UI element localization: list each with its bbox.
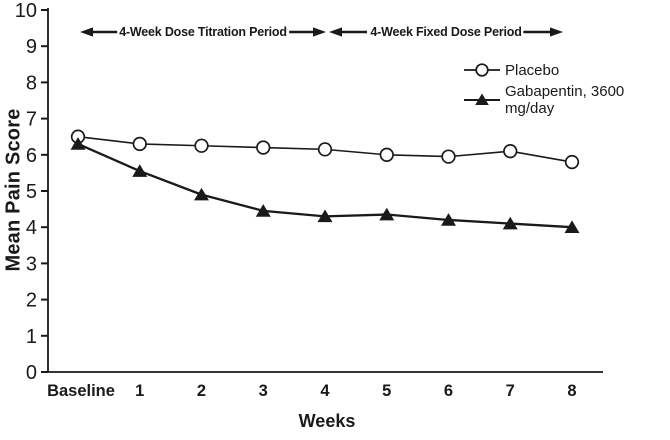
legend-label-gabapentin: Gabapentin, 3600 mg/day bbox=[505, 83, 625, 117]
gabapentin-data-point bbox=[194, 187, 209, 201]
arrowhead-left-icon bbox=[80, 27, 93, 37]
annotation-fixed-dose-label: 4-Week Fixed Dose Period bbox=[368, 25, 524, 39]
y-tick-label: 0 bbox=[26, 362, 37, 384]
y-tick-label: 4 bbox=[26, 217, 37, 239]
arrowhead-right-icon bbox=[550, 27, 563, 37]
x-axis-title: Weeks bbox=[298, 411, 356, 431]
placebo-data-point bbox=[441, 149, 456, 164]
x-category-label: 6 bbox=[444, 382, 453, 400]
y-tick-label: 7 bbox=[26, 109, 37, 131]
gabapentin-data-point bbox=[70, 137, 86, 150]
legend-item-placebo: Placebo bbox=[464, 55, 670, 85]
gabapentin-data-point bbox=[564, 220, 580, 233]
y-tick-label: 5 bbox=[26, 181, 37, 203]
placebo-data-point bbox=[503, 144, 518, 159]
y-tick-label: 3 bbox=[26, 253, 37, 275]
x-category-label: 1 bbox=[135, 382, 144, 400]
placebo-data-point bbox=[256, 140, 271, 155]
open-circle-marker-icon bbox=[464, 63, 500, 77]
placebo-data-point bbox=[564, 154, 580, 170]
x-category-label: 5 bbox=[382, 382, 391, 400]
gabapentin-data-point bbox=[379, 207, 395, 221]
placebo-data-point bbox=[379, 147, 394, 162]
y-tick-label: 1 bbox=[26, 326, 37, 348]
gabapentin-data-point bbox=[317, 209, 333, 223]
x-category-label: 2 bbox=[197, 382, 206, 400]
y-tick-label: 10 bbox=[15, 0, 37, 22]
gabapentin-data-point bbox=[441, 213, 456, 226]
gabapentin-data-point bbox=[132, 164, 148, 177]
x-category-label: 4 bbox=[320, 382, 330, 400]
filled-triangle-marker-icon bbox=[464, 93, 500, 105]
y-axis-title: Mean Pain Score bbox=[2, 108, 25, 272]
x-category-label: 3 bbox=[259, 382, 268, 400]
placebo-data-point bbox=[194, 138, 209, 153]
x-category-label: Baseline bbox=[47, 382, 115, 400]
legend-label-placebo: Placebo bbox=[505, 61, 560, 79]
legend: Placebo Gabapentin, 3600 mg/day bbox=[464, 55, 670, 117]
x-category-label: 8 bbox=[567, 382, 576, 400]
placebo-data-point bbox=[317, 142, 333, 157]
gabapentin-data-point bbox=[502, 216, 518, 230]
y-tick-label: 6 bbox=[26, 145, 37, 167]
annotation-dose-titration-label: 4-Week Dose Titration Period bbox=[117, 25, 289, 39]
gabapentin-data-point bbox=[255, 204, 271, 217]
arrowhead-left-icon bbox=[329, 27, 342, 37]
arrowhead-right-icon bbox=[313, 27, 326, 37]
y-tick-label: 9 bbox=[26, 36, 37, 58]
x-category-label: 7 bbox=[506, 382, 515, 400]
y-tick-label: 8 bbox=[26, 72, 37, 94]
legend-item-gabapentin: Gabapentin, 3600 mg/day bbox=[464, 83, 670, 117]
placebo-data-point bbox=[132, 136, 147, 152]
y-tick-label: 2 bbox=[26, 290, 37, 312]
